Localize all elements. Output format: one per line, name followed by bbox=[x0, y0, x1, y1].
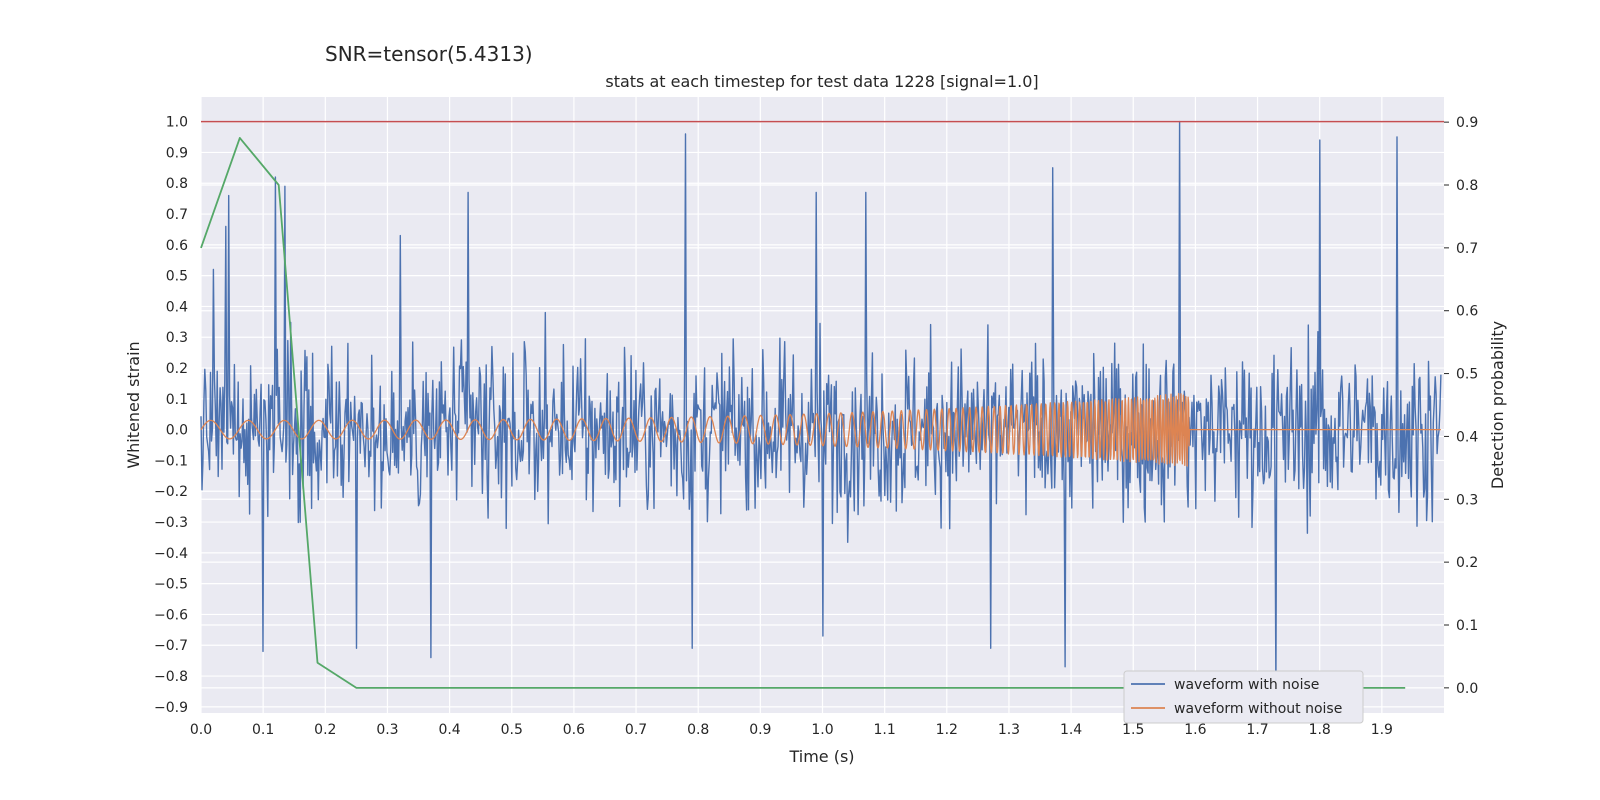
y2-tick-label: 0.4 bbox=[1456, 429, 1478, 445]
y2-tick-label: 0.5 bbox=[1456, 367, 1478, 383]
x-tick-label: 1.1 bbox=[874, 722, 896, 738]
x-tick-label: 0.8 bbox=[687, 722, 709, 738]
x-tick-label: 0.5 bbox=[501, 722, 523, 738]
legend-label-clean: waveform without noise bbox=[1174, 701, 1342, 717]
y2-axis-ticks: 0.9 0.8 0.7 0.6 0.5 0.4 0.3 0.2 0.1 0.0 bbox=[1444, 115, 1478, 697]
y-tick-label: −0.9 bbox=[154, 700, 188, 716]
y2-tick-label: 0.3 bbox=[1456, 492, 1478, 508]
x-tick-label: 1.6 bbox=[1184, 722, 1206, 738]
x-tick-label: 0.0 bbox=[190, 722, 212, 738]
chart-title: SNR=tensor(5.4313) bbox=[325, 42, 533, 66]
y-axis-label: Whitened strain bbox=[124, 341, 143, 468]
y-tick-label: −0.7 bbox=[154, 638, 188, 654]
y2-tick-label: 0.1 bbox=[1456, 618, 1478, 634]
x-tick-label: 1.9 bbox=[1371, 722, 1393, 738]
y-tick-label: 0.1 bbox=[166, 392, 188, 408]
legend-label-noisy: waveform with noise bbox=[1174, 677, 1319, 693]
y-tick-label: 0.7 bbox=[166, 207, 188, 223]
x-tick-label: 0.6 bbox=[563, 722, 585, 738]
y-axis-ticks: 1.0 0.9 0.8 0.7 0.6 0.5 0.4 0.3 0.2 0.1 0.0 −0.1 −0.… bbox=[154, 115, 188, 716]
y-tick-label: −0.6 bbox=[154, 607, 188, 623]
y-tick-label: 0.9 bbox=[166, 145, 188, 161]
x-tick-label: 0.1 bbox=[252, 722, 274, 738]
x-tick-label: 1.7 bbox=[1246, 722, 1268, 738]
y-tick-label: −0.4 bbox=[154, 546, 188, 562]
y2-tick-label: 0.7 bbox=[1456, 241, 1478, 257]
x-tick-label: 0.9 bbox=[749, 722, 771, 738]
y-tick-label: −0.8 bbox=[154, 669, 188, 685]
y-tick-label: 0.3 bbox=[166, 330, 188, 346]
series-line-waveform-with-noise bbox=[200, 120, 1442, 690]
y2-tick-label: 0.8 bbox=[1456, 178, 1478, 194]
x-tick-label: 1.5 bbox=[1122, 722, 1144, 738]
chart-subtitle: stats at each timestep for test data 122… bbox=[605, 72, 1038, 91]
x-tick-label: 1.4 bbox=[1060, 722, 1082, 738]
y-tick-label: −0.1 bbox=[154, 453, 188, 469]
y-tick-label: 0.5 bbox=[166, 269, 188, 285]
y2-tick-label: 0.0 bbox=[1456, 681, 1478, 697]
y-tick-label: −0.2 bbox=[154, 484, 188, 500]
x-tick-label: 1.8 bbox=[1309, 722, 1331, 738]
y-tick-label: 0.6 bbox=[166, 238, 188, 254]
x-tick-label: 1.0 bbox=[811, 722, 833, 738]
y2-tick-label: 0.9 bbox=[1456, 115, 1478, 131]
y-tick-label: 1.0 bbox=[166, 115, 188, 131]
legend-box bbox=[1123, 670, 1364, 724]
y-tick-label: 0.8 bbox=[166, 176, 188, 192]
legend: waveform with noise waveform without noi… bbox=[1123, 670, 1364, 724]
y2-tick-label: 0.6 bbox=[1456, 304, 1478, 320]
series-line-waveform-without-noise bbox=[200, 393, 1442, 467]
y2-tick-label: 0.2 bbox=[1456, 555, 1478, 571]
x-tick-label: 0.7 bbox=[625, 722, 647, 738]
x-axis-ticks: 0.0 0.1 0.2 0.3 0.4 0.5 0.6 0.7 0.8 0.9 1.0 1.1 1.2 1… bbox=[190, 722, 1393, 738]
x-tick-label: 0.3 bbox=[376, 722, 398, 738]
y2-axis-label: Detection probability bbox=[1488, 321, 1507, 489]
y-tick-label: −0.3 bbox=[154, 515, 188, 531]
y-tick-label: 0.2 bbox=[166, 361, 188, 377]
y-tick-label: −0.5 bbox=[154, 577, 188, 593]
y-tick-label: 0.0 bbox=[166, 423, 188, 439]
x-tick-label: 1.2 bbox=[936, 722, 958, 738]
x-tick-label: 0.2 bbox=[314, 722, 336, 738]
x-tick-label: 0.4 bbox=[438, 722, 460, 738]
x-tick-label: 1.3 bbox=[998, 722, 1020, 738]
y-tick-label: 0.4 bbox=[166, 299, 188, 315]
x-axis-label: Time (s) bbox=[788, 747, 854, 766]
